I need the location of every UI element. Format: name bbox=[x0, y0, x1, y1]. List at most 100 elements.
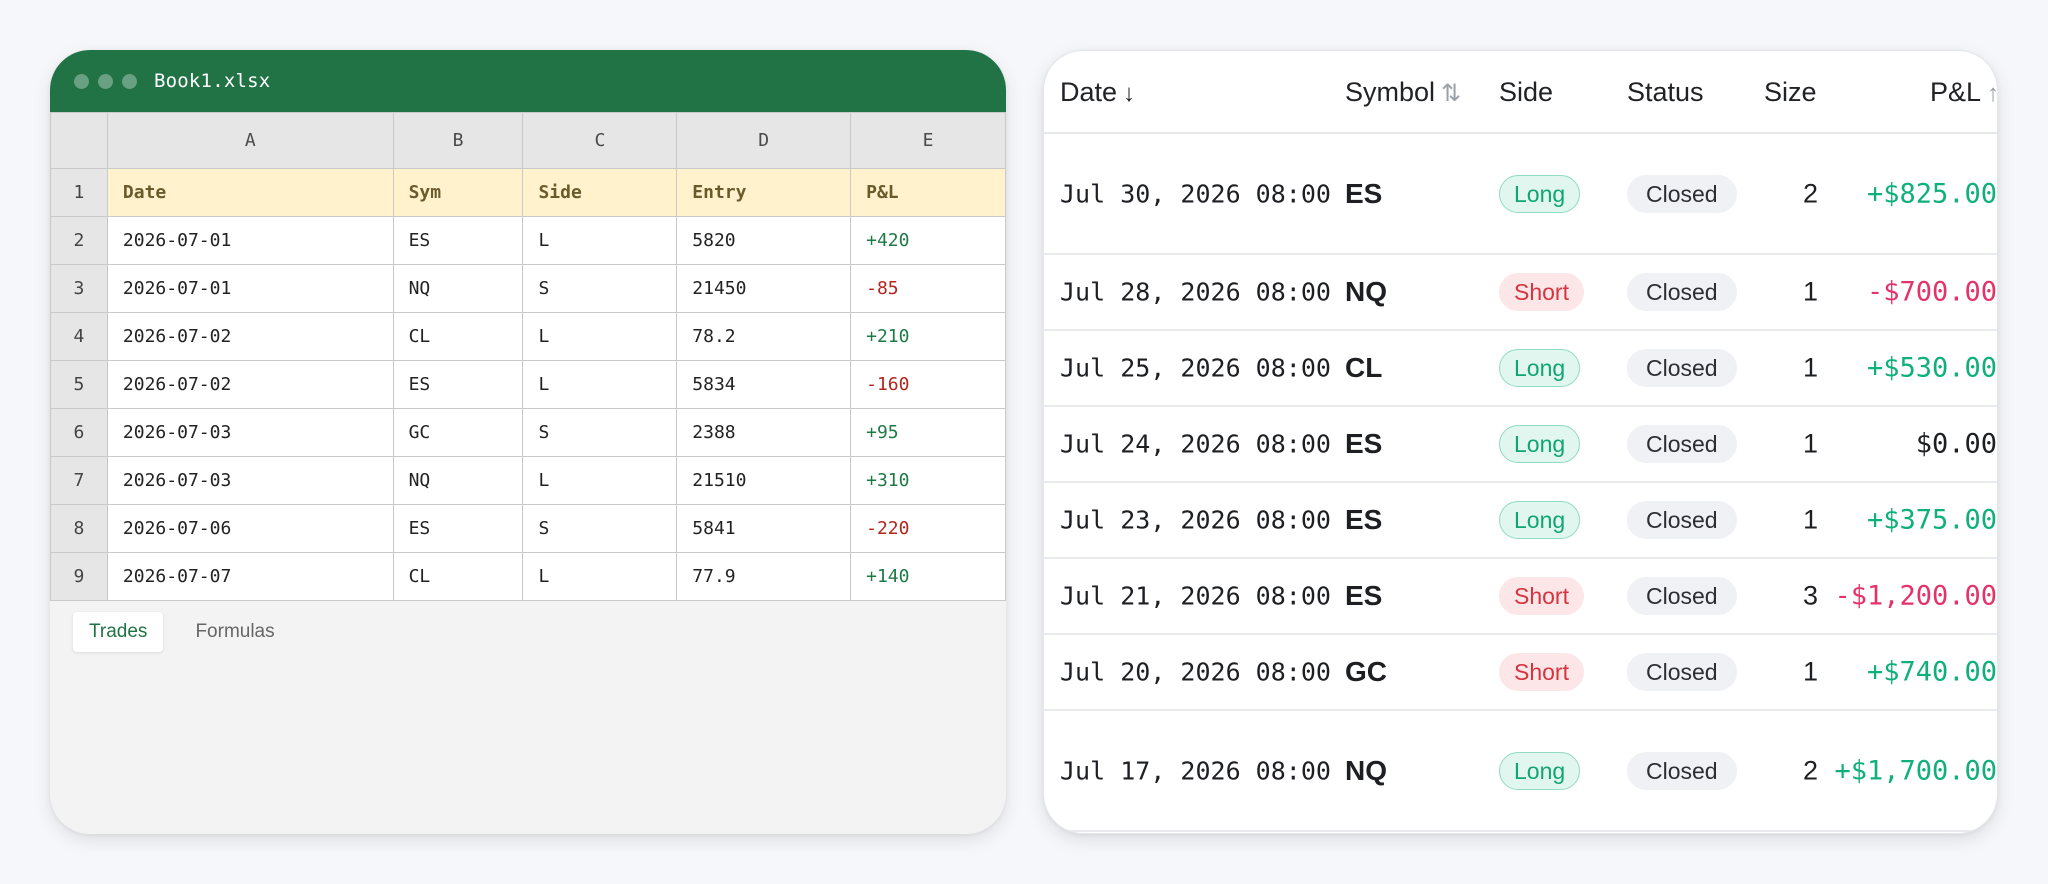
select-all-corner[interactable] bbox=[50, 112, 108, 169]
sort-toggle-icon[interactable]: ⇅ bbox=[1441, 80, 1462, 107]
side-badge: Short bbox=[1499, 653, 1584, 691]
side-badge: Long bbox=[1499, 174, 1581, 213]
spreadsheet-cell[interactable]: NQ bbox=[392, 456, 524, 505]
window-close-dot[interactable] bbox=[74, 73, 89, 89]
side-badge: Long bbox=[1499, 501, 1581, 539]
sheet-tab-trades[interactable]: Trades bbox=[73, 612, 164, 652]
spreadsheet-cell[interactable]: 2026-07-01 bbox=[106, 216, 394, 265]
column-header-d[interactable]: D bbox=[676, 112, 852, 169]
trade-row[interactable]: Jul 24, 2026 08:00 ES Long Closed 1 $0.00 bbox=[1044, 407, 1997, 483]
spreadsheet-cell[interactable]: ES bbox=[392, 360, 524, 409]
spreadsheet-cell[interactable]: 2026-07-06 bbox=[106, 504, 394, 553]
spreadsheet-cell[interactable]: 2388 bbox=[676, 408, 852, 457]
status-badge: Closed bbox=[1627, 425, 1737, 463]
row-header[interactable]: 3 bbox=[50, 264, 108, 313]
spreadsheet-cell[interactable]: 2026-07-02 bbox=[106, 360, 394, 409]
spreadsheet-cell[interactable]: +95 bbox=[850, 408, 1006, 457]
spreadsheet-cell[interactable]: +310 bbox=[850, 456, 1006, 505]
spreadsheet-cell[interactable]: Sym bbox=[392, 168, 524, 217]
header-data-row: 1 Date Sym Side Entry P&L bbox=[50, 168, 1006, 217]
row-header[interactable]: 9 bbox=[50, 552, 108, 601]
trade-pnl: -$1,200.00 bbox=[1834, 580, 1997, 612]
spreadsheet-cell[interactable]: L bbox=[522, 312, 678, 361]
trade-row[interactable]: Jul 21, 2026 08:00 ES Short Closed 3 -$1,200.… bbox=[1044, 559, 1997, 635]
spreadsheet-cell[interactable]: 5820 bbox=[676, 216, 852, 265]
spreadsheet-cell[interactable]: S bbox=[522, 504, 678, 553]
side-badge: Short bbox=[1499, 273, 1584, 311]
row-header[interactable]: 2 bbox=[50, 216, 108, 265]
window-maximize-dot[interactable] bbox=[122, 73, 137, 89]
spreadsheet-cell[interactable]: 21450 bbox=[676, 264, 852, 313]
column-header-pnl[interactable]: P&L ↑ bbox=[1930, 77, 1998, 108]
column-header-e[interactable]: E bbox=[850, 112, 1006, 169]
spreadsheet-cell[interactable]: 77.9 bbox=[676, 552, 852, 601]
row-header[interactable]: 1 bbox=[50, 168, 108, 217]
side-badge-cell: Short bbox=[1499, 577, 1584, 615]
spreadsheet-cell[interactable]: 21510 bbox=[676, 456, 852, 505]
trade-size: 3 bbox=[1802, 580, 1818, 611]
spreadsheet-cell[interactable]: L bbox=[522, 552, 678, 601]
trade-pnl: +$375.00 bbox=[1866, 504, 1997, 536]
sheet-tab-formulas[interactable]: Formulas bbox=[195, 621, 275, 642]
sort-ascending-icon[interactable]: ↑ bbox=[1987, 80, 1998, 107]
row-header[interactable]: 6 bbox=[50, 408, 108, 457]
trade-symbol: ES bbox=[1345, 504, 1383, 535]
spreadsheet-cell[interactable]: S bbox=[522, 264, 678, 313]
header-pnl-label: P&L bbox=[1930, 77, 1982, 107]
spreadsheet-cell[interactable]: CL bbox=[392, 312, 524, 361]
spreadsheet-cell[interactable]: NQ bbox=[392, 264, 524, 313]
column-header-status[interactable]: Status bbox=[1627, 77, 1704, 107]
trade-row[interactable]: Jul 17, 2026 08:00 NQ Long Closed 2 +$1,700.0… bbox=[1044, 711, 1997, 832]
trade-row[interactable]: Jul 28, 2026 08:00 NQ Short Closed 1 -$700.00 bbox=[1044, 255, 1997, 331]
spreadsheet-cell[interactable]: S bbox=[522, 408, 678, 457]
spreadsheet-cell[interactable]: Side bbox=[522, 168, 678, 217]
spreadsheet-titlebar: Book1.xlsx bbox=[50, 50, 1006, 112]
spreadsheet-cell[interactable]: L bbox=[522, 360, 678, 409]
row-header[interactable]: 5 bbox=[50, 360, 108, 409]
spreadsheet-window: Book1.xlsx A B C D E 1 Date Sym Side Entry P&… bbox=[50, 50, 1006, 834]
spreadsheet-cell[interactable]: P&L bbox=[850, 168, 1006, 217]
sort-descending-icon[interactable]: ↓ bbox=[1123, 80, 1136, 107]
spreadsheet-cell[interactable]: L bbox=[522, 456, 678, 505]
trade-row[interactable]: Jul 25, 2026 08:00 CL Long Closed 1 +$530.00 bbox=[1044, 331, 1997, 407]
spreadsheet-cell[interactable]: 5834 bbox=[676, 360, 852, 409]
status-badge: Closed bbox=[1627, 273, 1737, 311]
spreadsheet-cell[interactable]: 2026-07-01 bbox=[106, 264, 394, 313]
column-header-b[interactable]: B bbox=[392, 112, 524, 169]
spreadsheet-cell[interactable]: -160 bbox=[850, 360, 1006, 409]
status-badge: Closed bbox=[1627, 501, 1737, 539]
spreadsheet-cell[interactable]: 2026-07-03 bbox=[106, 408, 394, 457]
trade-row[interactable]: Jul 20, 2026 08:00 GC Short Closed 1 +$740.00 bbox=[1044, 635, 1997, 711]
row-header[interactable]: 8 bbox=[50, 504, 108, 553]
spreadsheet-cell[interactable]: -220 bbox=[850, 504, 1006, 553]
spreadsheet-cell[interactable]: -85 bbox=[850, 264, 1006, 313]
spreadsheet-cell[interactable]: 2026-07-07 bbox=[106, 552, 394, 601]
column-header-a[interactable]: A bbox=[106, 112, 394, 169]
row-header[interactable]: 7 bbox=[50, 456, 108, 505]
spreadsheet-cell[interactable]: +210 bbox=[850, 312, 1006, 361]
spreadsheet-cell[interactable]: L bbox=[522, 216, 678, 265]
status-badge-cell: Closed bbox=[1627, 653, 1737, 691]
column-header-symbol[interactable]: Symbol ⇅ bbox=[1345, 77, 1461, 108]
row-header[interactable]: 4 bbox=[50, 312, 108, 361]
spreadsheet-cell[interactable]: 2026-07-03 bbox=[106, 456, 394, 505]
spreadsheet-cell[interactable]: GC bbox=[392, 408, 524, 457]
column-header-size[interactable]: Size bbox=[1764, 77, 1817, 107]
spreadsheet-grid: A B C D E 1 Date Sym Side Entry P&L 2 2026-07-0… bbox=[50, 112, 1006, 601]
spreadsheet-cell[interactable]: +140 bbox=[850, 552, 1006, 601]
trade-row[interactable]: Jul 23, 2026 08:00 ES Long Closed 1 +$375.00 bbox=[1044, 483, 1997, 559]
window-minimize-dot[interactable] bbox=[98, 73, 113, 89]
spreadsheet-cell[interactable]: 5841 bbox=[676, 504, 852, 553]
column-header-side[interactable]: Side bbox=[1499, 77, 1554, 107]
spreadsheet-cell[interactable]: 78.2 bbox=[676, 312, 852, 361]
spreadsheet-cell[interactable]: CL bbox=[392, 552, 524, 601]
spreadsheet-cell[interactable]: +420 bbox=[850, 216, 1006, 265]
spreadsheet-cell[interactable]: ES bbox=[392, 504, 524, 553]
spreadsheet-cell[interactable]: Entry bbox=[676, 168, 852, 217]
column-header-date[interactable]: Date ↓ bbox=[1060, 77, 1135, 108]
spreadsheet-cell[interactable]: Date bbox=[106, 168, 394, 217]
trade-row[interactable]: Jul 30, 2026 08:00 ES Long Closed 2 +$825.00 bbox=[1044, 134, 1997, 255]
spreadsheet-cell[interactable]: ES bbox=[392, 216, 524, 265]
spreadsheet-cell[interactable]: 2026-07-02 bbox=[106, 312, 394, 361]
column-header-c[interactable]: C bbox=[522, 112, 678, 169]
